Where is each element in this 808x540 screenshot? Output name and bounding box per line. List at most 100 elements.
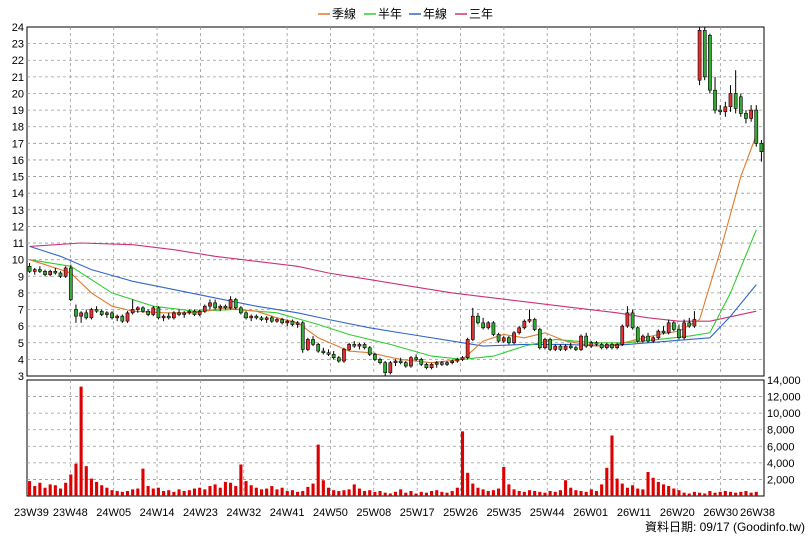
ma-half-year-line xyxy=(29,229,757,360)
candle xyxy=(135,306,140,313)
candle xyxy=(677,324,681,340)
volume-bar xyxy=(687,493,691,496)
price-tick-label: 11 xyxy=(13,238,24,250)
candle-body xyxy=(630,312,635,329)
volume-bar xyxy=(208,486,212,496)
price-tick-label: 9 xyxy=(18,271,24,283)
candle xyxy=(723,101,728,117)
volume-bar xyxy=(744,491,748,496)
volume-tick-label: 14,000 xyxy=(767,375,801,387)
volume-bar xyxy=(131,489,135,496)
candle-body xyxy=(517,327,522,334)
price-tick-label: 21 xyxy=(12,72,24,84)
candle-body xyxy=(84,312,89,319)
volume-bar xyxy=(527,490,532,496)
volume-bar xyxy=(502,467,506,496)
candle-body xyxy=(656,330,661,339)
candle xyxy=(239,306,243,315)
candle-body xyxy=(79,312,83,317)
x-tick-label: 24W05 xyxy=(96,507,131,519)
candle xyxy=(744,110,748,124)
candle xyxy=(434,361,439,368)
candle xyxy=(290,319,295,327)
volume-bar xyxy=(424,492,428,496)
volume-bar xyxy=(64,482,68,496)
candle xyxy=(182,311,187,318)
candle-body xyxy=(249,315,254,319)
candle xyxy=(105,311,109,318)
candle-body xyxy=(450,360,455,364)
legend-label: 半年 xyxy=(378,7,402,21)
candle xyxy=(264,316,269,323)
candle xyxy=(84,309,89,320)
volume-bar xyxy=(718,491,722,496)
volume-bar xyxy=(198,487,202,496)
volume-bar xyxy=(311,483,315,496)
volume-bar xyxy=(141,468,145,496)
volume-bar xyxy=(79,386,83,496)
volume-bar xyxy=(43,487,47,496)
volume-bar xyxy=(481,489,485,496)
volume-bar xyxy=(399,489,403,496)
candle-body xyxy=(558,345,563,350)
candle-body xyxy=(625,312,630,327)
candle xyxy=(48,269,53,277)
volume-bar xyxy=(378,491,382,496)
candle-body xyxy=(202,305,207,312)
price-tick-label: 24 xyxy=(12,22,24,34)
volume-bar xyxy=(584,491,588,496)
x-tick-label: 25W26 xyxy=(443,507,478,519)
volume-bar xyxy=(553,491,557,496)
candle-body xyxy=(27,266,32,272)
candle xyxy=(481,317,485,330)
candle xyxy=(455,357,460,363)
volume-bar xyxy=(656,481,660,496)
candle-body xyxy=(120,315,125,322)
candle xyxy=(465,337,470,360)
candle-body xyxy=(357,344,362,347)
candle-body xyxy=(486,322,491,329)
volume-bar xyxy=(275,489,279,496)
volume-bar xyxy=(471,483,475,496)
candle xyxy=(362,342,367,350)
volume-bar xyxy=(187,490,191,496)
candle xyxy=(115,314,120,322)
volume-bar xyxy=(229,482,233,496)
candle-body xyxy=(275,319,279,322)
volume-bar xyxy=(316,444,320,496)
volume-bar xyxy=(156,487,160,496)
candle-body xyxy=(151,307,156,315)
candle-body xyxy=(754,109,759,144)
volume-tick-label: 4,000 xyxy=(767,458,795,470)
volume-bar xyxy=(739,491,743,496)
ma-quarter-line xyxy=(29,134,757,364)
volume-bar xyxy=(677,490,681,496)
candle-body xyxy=(476,315,480,324)
volume-bar xyxy=(491,490,495,496)
candle xyxy=(166,312,171,320)
candle xyxy=(708,33,712,94)
candle xyxy=(146,309,150,317)
legend-label: 季線 xyxy=(332,6,356,21)
candle xyxy=(630,309,635,330)
candle-body xyxy=(58,272,63,277)
price-tick-label: 3 xyxy=(18,371,24,383)
candle xyxy=(373,352,377,362)
candle-body xyxy=(512,332,516,344)
candle xyxy=(651,336,656,343)
volume-bar xyxy=(538,491,542,496)
volume-bar xyxy=(162,491,166,496)
candle-body xyxy=(677,329,681,339)
volume-bar xyxy=(600,484,604,496)
volume-bar xyxy=(682,492,686,496)
candle xyxy=(192,309,197,317)
candle-body xyxy=(553,345,558,350)
x-tick-label: 25W44 xyxy=(530,507,565,519)
candle xyxy=(38,266,42,273)
candle xyxy=(141,306,145,313)
candle xyxy=(713,76,717,114)
candle-body xyxy=(130,309,135,314)
candle xyxy=(177,309,181,317)
volume-bar xyxy=(486,491,490,496)
volume-bar xyxy=(125,491,130,496)
